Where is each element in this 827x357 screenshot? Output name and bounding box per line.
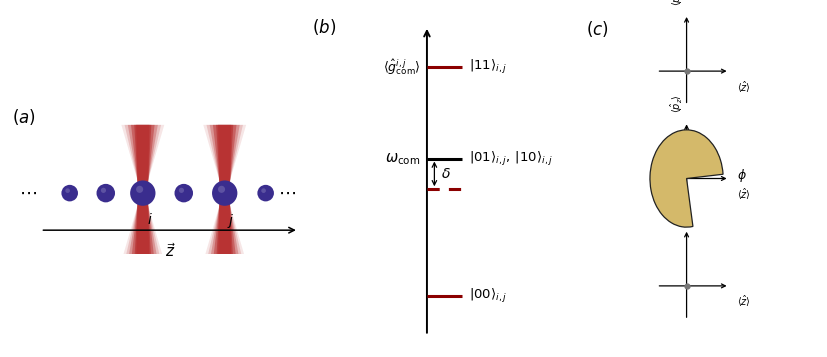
Polygon shape: [213, 193, 237, 261]
Circle shape: [180, 190, 187, 196]
Polygon shape: [134, 193, 151, 261]
Polygon shape: [136, 125, 150, 193]
Text: $\langle \hat{p}_z \rangle$: $\langle \hat{p}_z \rangle$: [668, 94, 685, 113]
Text: $(b)$: $(b)$: [312, 17, 336, 37]
Circle shape: [212, 180, 237, 206]
Text: $\cdots$: $\cdots$: [278, 184, 296, 202]
Circle shape: [67, 190, 73, 196]
Polygon shape: [206, 193, 242, 261]
Circle shape: [97, 184, 115, 202]
Circle shape: [103, 190, 109, 196]
Polygon shape: [213, 125, 237, 193]
Circle shape: [262, 190, 268, 196]
Circle shape: [101, 188, 106, 193]
Text: $|01\rangle_{i,j},\,|10\rangle_{i,j}$: $|01\rangle_{i,j},\,|10\rangle_{i,j}$: [468, 150, 552, 168]
Polygon shape: [216, 125, 233, 193]
Polygon shape: [209, 193, 240, 261]
Text: $(a)$: $(a)$: [12, 107, 36, 127]
Circle shape: [61, 185, 78, 201]
Polygon shape: [122, 125, 164, 193]
Polygon shape: [134, 125, 151, 193]
Text: $\omega_{\mathrm{com}}$: $\omega_{\mathrm{com}}$: [385, 151, 420, 166]
Text: $\langle \hat{z} \rangle$: $\langle \hat{z} \rangle$: [736, 80, 750, 95]
Text: $\delta$: $\delta$: [440, 167, 450, 181]
Polygon shape: [124, 193, 161, 261]
Polygon shape: [218, 193, 231, 261]
Circle shape: [220, 189, 229, 197]
Text: $\vec{z}$: $\vec{z}$: [165, 242, 175, 260]
Polygon shape: [209, 125, 240, 193]
Polygon shape: [131, 193, 155, 261]
Circle shape: [136, 186, 143, 193]
Text: $(c)$: $(c)$: [585, 19, 608, 39]
Polygon shape: [127, 125, 158, 193]
Circle shape: [217, 186, 232, 201]
Text: $\langle \hat{p}_z \rangle$: $\langle \hat{p}_z \rangle$: [668, 202, 685, 220]
Circle shape: [65, 188, 74, 198]
Text: $\langle\hat{g}^{i,j}_{\mathrm{com}}\rangle$: $\langle\hat{g}^{i,j}_{\mathrm{com}}\ran…: [382, 57, 420, 77]
Circle shape: [218, 186, 225, 193]
Polygon shape: [206, 125, 242, 193]
Circle shape: [178, 187, 189, 199]
Circle shape: [261, 188, 270, 198]
Circle shape: [65, 188, 69, 193]
Text: $j$: $j$: [227, 212, 234, 230]
Polygon shape: [203, 125, 246, 193]
Circle shape: [179, 188, 184, 193]
Wedge shape: [649, 130, 722, 227]
Polygon shape: [124, 125, 161, 193]
Circle shape: [130, 180, 155, 206]
Circle shape: [135, 186, 151, 201]
Polygon shape: [131, 125, 155, 193]
Circle shape: [261, 188, 265, 193]
Circle shape: [174, 184, 193, 202]
Polygon shape: [216, 193, 233, 261]
Text: $|11\rangle_{i,j}$: $|11\rangle_{i,j}$: [468, 58, 507, 76]
Text: $\langle \hat{z} \rangle$: $\langle \hat{z} \rangle$: [736, 187, 750, 202]
Text: $\cdots$: $\cdots$: [19, 184, 36, 202]
Polygon shape: [122, 193, 164, 261]
Text: $\langle \hat{p}_z \rangle$: $\langle \hat{p}_z \rangle$: [668, 0, 685, 6]
Polygon shape: [136, 193, 150, 261]
Text: $|00\rangle_{i,j}$: $|00\rangle_{i,j}$: [468, 287, 507, 305]
Text: $\phi$: $\phi$: [736, 167, 746, 183]
Polygon shape: [203, 193, 246, 261]
Circle shape: [257, 185, 274, 201]
Polygon shape: [218, 125, 231, 193]
Text: $i$: $i$: [146, 212, 152, 227]
Circle shape: [100, 187, 111, 199]
Circle shape: [138, 189, 147, 197]
Polygon shape: [127, 193, 158, 261]
Text: $\langle \hat{z} \rangle$: $\langle \hat{z} \rangle$: [736, 294, 750, 310]
